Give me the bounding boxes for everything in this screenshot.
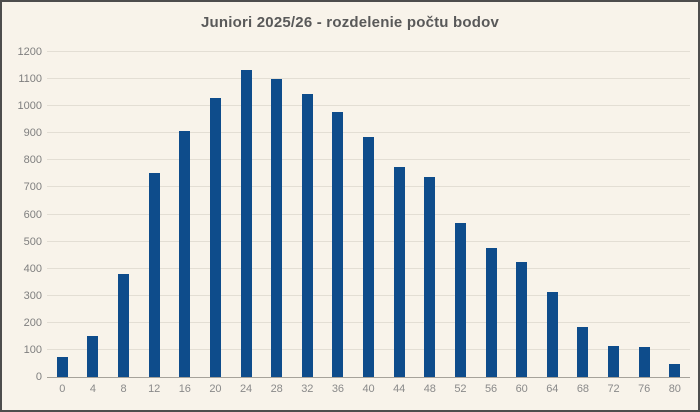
x-tick-label-44: 44 — [393, 383, 406, 395]
y-tick-label-500: 500 — [23, 235, 42, 248]
bar-column-60 — [506, 52, 537, 377]
y-tick-label-800: 800 — [23, 154, 42, 167]
bar-0 — [56, 356, 68, 377]
x-tick-label-40: 40 — [362, 383, 375, 395]
bar-column-56 — [476, 52, 507, 377]
y-tick-label-700: 700 — [23, 181, 42, 194]
y-tick-label-0: 0 — [35, 371, 42, 383]
x-tick-label-80: 80 — [668, 383, 681, 395]
bar-column-80 — [660, 52, 691, 377]
x-tick-label-4: 4 — [89, 383, 96, 395]
x-axis-labels: 0 4 8 12 16 20 24 28 32 36 40 44 48 52 56 60 64 68 72 76 80 — [47, 383, 690, 395]
bar-24 — [240, 69, 252, 377]
x-tick-label-8: 8 — [120, 383, 127, 395]
bar-column-16 — [170, 52, 201, 377]
bar-52 — [454, 222, 466, 377]
x-tick-label-12: 12 — [148, 383, 161, 395]
x-tick-label-16: 16 — [178, 383, 191, 395]
x-axis-line — [47, 377, 690, 378]
bar-16 — [179, 130, 191, 377]
x-tick-label-24: 24 — [239, 383, 253, 395]
x-tick-label-60: 60 — [515, 383, 528, 395]
x-tick-label-56: 56 — [484, 383, 498, 395]
bar-column-68 — [568, 52, 599, 377]
y-tick-label-400: 400 — [23, 262, 42, 275]
gridline-1200 — [47, 51, 690, 52]
x-tick-label-28: 28 — [270, 383, 283, 395]
bar-64 — [546, 291, 558, 377]
gridline-1100 — [47, 78, 690, 80]
bar-column-32 — [292, 52, 323, 377]
bar-column-20 — [200, 52, 231, 377]
x-tick-label-0: 0 — [59, 383, 66, 395]
y-tick-label-300: 300 — [23, 289, 42, 302]
y-tick-label-900: 900 — [23, 127, 42, 140]
x-tick-label-20: 20 — [209, 383, 222, 395]
y-tick-label-1200: 1200 — [17, 46, 42, 58]
bar-32 — [301, 94, 313, 377]
bar-60 — [516, 261, 528, 377]
bar-column-76 — [629, 52, 660, 377]
gridline-1000 — [47, 105, 690, 107]
bar-column-12 — [139, 52, 170, 377]
bar-series — [47, 52, 690, 377]
bar-column-64 — [537, 52, 568, 377]
bar-72 — [608, 345, 620, 377]
bar-40 — [363, 137, 375, 377]
x-tick-label-64: 64 — [546, 383, 559, 395]
chart-title: Juniori 2025/26 - rozdelenie počtu bodov — [200, 14, 500, 31]
bar-column-24 — [231, 52, 262, 377]
bar-76 — [638, 347, 650, 377]
bar-36 — [332, 111, 344, 377]
bar-44 — [393, 167, 405, 377]
bar-48 — [424, 176, 436, 377]
bar-column-36 — [323, 52, 354, 377]
y-tick-label-600: 600 — [23, 208, 42, 221]
bar-column-72 — [598, 52, 629, 377]
x-tick-label-72: 72 — [607, 383, 620, 395]
bar-28 — [271, 79, 283, 377]
y-tick-label-200: 200 — [23, 316, 42, 329]
bar-column-28 — [261, 52, 292, 377]
bar-12 — [148, 172, 160, 377]
y-tick-label-100: 100 — [23, 343, 42, 356]
x-tick-label-48: 48 — [423, 383, 436, 395]
bar-8 — [118, 274, 130, 377]
bar-column-44 — [384, 52, 415, 377]
bar-20 — [209, 98, 221, 377]
x-tick-label-68: 68 — [576, 383, 590, 395]
bar-column-52 — [445, 52, 476, 377]
bar-68 — [577, 326, 589, 377]
bar-4 — [87, 336, 99, 377]
bar-column-4 — [78, 52, 109, 377]
bar-column-48 — [415, 52, 446, 377]
x-tick-label-36: 36 — [331, 383, 345, 395]
bar-80 — [669, 363, 681, 377]
x-tick-label-32: 32 — [301, 383, 314, 395]
gridline-900 — [47, 132, 690, 134]
bar-56 — [485, 248, 497, 377]
bar-column-0 — [47, 52, 78, 377]
x-tick-label-76: 76 — [638, 383, 651, 395]
x-tick-label-52: 52 — [454, 383, 467, 395]
y-tick-label-1100: 1100 — [18, 73, 42, 86]
y-tick-label-1000: 1000 — [17, 100, 42, 113]
bar-column-40 — [353, 52, 384, 377]
bar-column-8 — [108, 52, 139, 377]
